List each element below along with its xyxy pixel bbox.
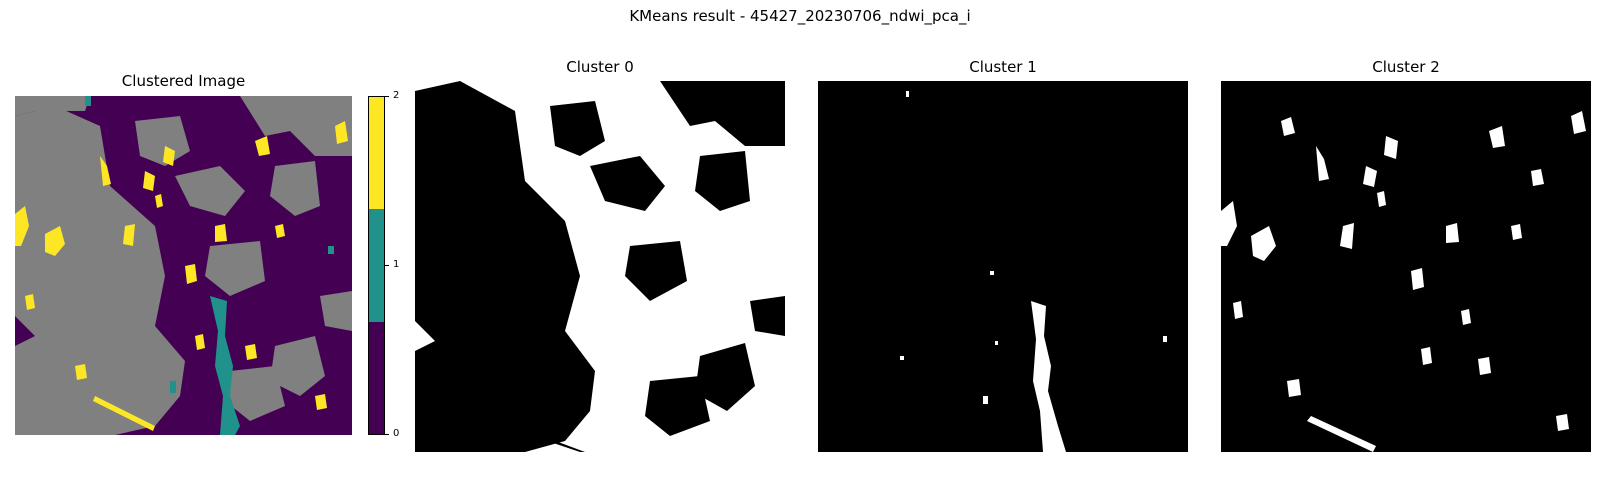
clustered-image-map <box>15 96 352 435</box>
colorbar <box>368 96 385 435</box>
cluster-1-teal-river <box>85 96 334 435</box>
figure-title: KMeans result - 45427_20230706_ndwi_pca_… <box>629 7 971 25</box>
cluster-0-mask <box>415 81 785 452</box>
cluster-1-mask <box>818 81 1188 452</box>
cluster-1-title: Cluster 1 <box>969 58 1037 76</box>
masked-gray-region <box>15 96 352 435</box>
cluster-0-title: Cluster 0 <box>566 58 634 76</box>
colorbar-segment-1 <box>369 209 384 322</box>
colorbar-tick-2 <box>385 96 389 97</box>
colorbar-tick-0 <box>385 434 389 435</box>
clustered-image-title: Clustered Image <box>121 72 246 90</box>
colorbar-segment-0 <box>369 321 384 434</box>
cluster-2-mask <box>1221 81 1591 452</box>
colorbar-tick-1 <box>385 265 389 266</box>
colorbar-label-2: 2 <box>393 90 400 101</box>
colorbar-label-0: 0 <box>393 428 400 439</box>
cluster-2-yellow-specks <box>15 121 348 431</box>
colorbar-segment-2 <box>369 97 384 210</box>
cluster-2-title: Cluster 2 <box>1372 58 1440 76</box>
colorbar-label-1: 1 <box>393 259 400 270</box>
